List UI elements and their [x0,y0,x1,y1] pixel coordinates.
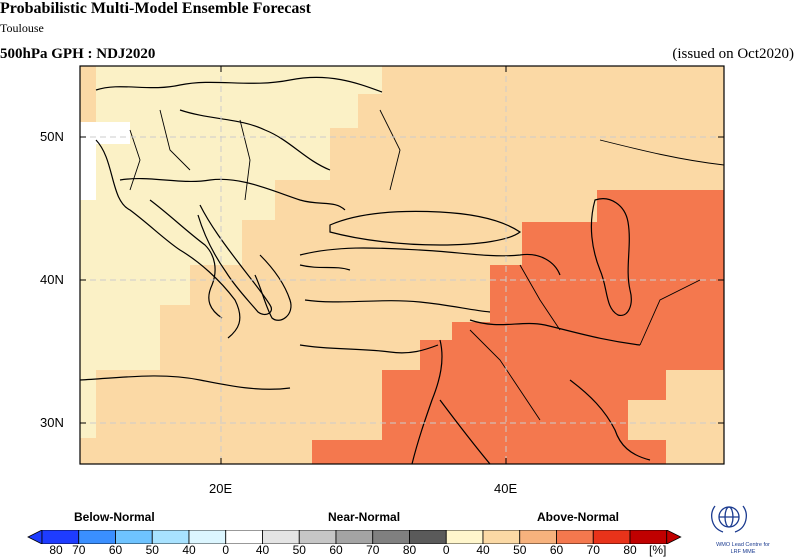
axis-ticks [80,66,724,464]
legend-swatch [592,530,631,544]
lon-label-40e: 40E [494,481,518,496]
legend-arrow-right [666,530,682,544]
legend-near-normal: Near-Normal [328,510,401,524]
coastlines [80,76,724,464]
legend-tick-label: 70 [586,543,600,557]
issued-date: (issued on Oct2020) [672,46,794,62]
lat-label-50n: 50N [40,129,64,144]
legend-swatch [629,530,668,544]
legend-swatch [151,530,190,544]
legend-tick-label: 80 [402,543,417,557]
legend-above-normal: Above-Normal [537,510,620,524]
no-signal-area [80,160,96,200]
lat-label-30n: 30N [40,415,64,430]
map-frame [79,65,725,465]
legend-swatch [519,530,557,544]
legend-unit: [%] [649,543,667,557]
legend-tick-label: 50 [292,543,306,557]
legend-tick-label: 60 [108,543,123,557]
chart-title: Probabilistic Multi-Model Ensemble Forec… [0,0,311,17]
legend-tick-label: 60 [329,543,343,557]
legend-swatch [115,530,153,544]
legend-tick-label: 50 [145,543,159,557]
legend-swatch [262,530,300,544]
legend-tick-label: 80 [623,543,637,557]
legend-colorbar [27,530,682,544]
legend-tick-label: 50 [513,543,527,557]
legend-swatch [298,530,337,544]
legend-tick-label: 0 [222,543,230,557]
wmo-logo [711,505,747,533]
legend-tick-label: 0 [442,543,450,557]
legend-swatch [482,530,521,544]
no-signal-area [96,122,130,144]
gridlines [80,66,724,464]
legend-swatch [41,530,80,544]
no-signal-area [80,122,96,160]
legend-tick-label: 40 [476,543,490,557]
legend-swatch [372,530,410,544]
legend-tick-label: 70 [72,543,86,557]
legend-tick-label: 80 [49,543,63,557]
field-label: 500hPa GPH : NDJ2020 [0,46,156,62]
legend-swatch [409,530,447,544]
legend-tick-label: 60 [549,543,564,557]
forecast-map [79,65,725,465]
legend-tick-label: 40 [255,543,270,557]
legend-tick-label: 70 [366,543,380,557]
logo-text-line1: WMO Lead Centre for [716,542,770,548]
legend-arrow-left [27,530,43,544]
lon-label-20e: 20E [209,481,233,496]
legend-swatch [335,530,374,544]
lat-label-40n: 40N [40,272,64,287]
legend-swatch [188,530,227,544]
legend-swatch [225,530,263,544]
probability-area-orange [312,190,724,464]
legend-swatch [556,530,594,544]
chart-subtitle: Toulouse [0,21,44,35]
legend-tick-label: 40 [182,543,196,557]
logo-text-line2: LRF MME [730,549,756,555]
legend-swatch [78,530,116,544]
legend-swatch [445,530,484,544]
legend-below-normal: Below-Normal [74,510,155,524]
